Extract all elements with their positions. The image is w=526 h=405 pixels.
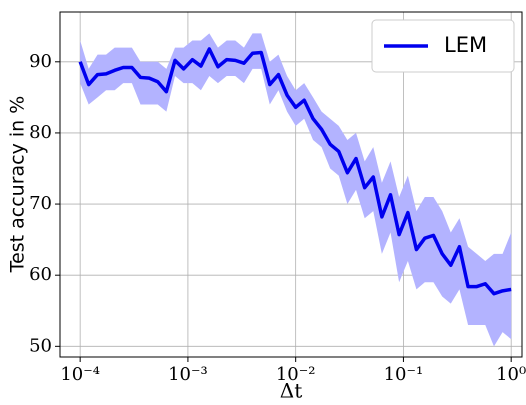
y-axis-label: Test accuracy in % — [7, 96, 29, 274]
legend-label: LEM — [444, 33, 487, 57]
line — [78, 47, 512, 296]
x-tick-label: 10⁻⁴ — [60, 364, 100, 385]
y-tick-label: 70 — [29, 193, 52, 214]
y-tick-label: 50 — [29, 335, 52, 356]
y-tick-label: 80 — [29, 122, 52, 143]
x-axis-label: Δt — [280, 379, 302, 403]
legend-box — [371, 19, 515, 73]
plot-frame — [59, 11, 523, 358]
x-tick-label: 10⁻¹ — [384, 364, 424, 385]
x-tick-label: 10⁰ — [496, 364, 526, 385]
y-tick-label: 60 — [29, 264, 52, 285]
x-tick-label: 10⁻² — [276, 364, 316, 385]
confidence-band — [80, 33, 512, 347]
y-tick-label: 90 — [29, 51, 52, 72]
x-tick-label: 10⁻³ — [168, 364, 208, 385]
